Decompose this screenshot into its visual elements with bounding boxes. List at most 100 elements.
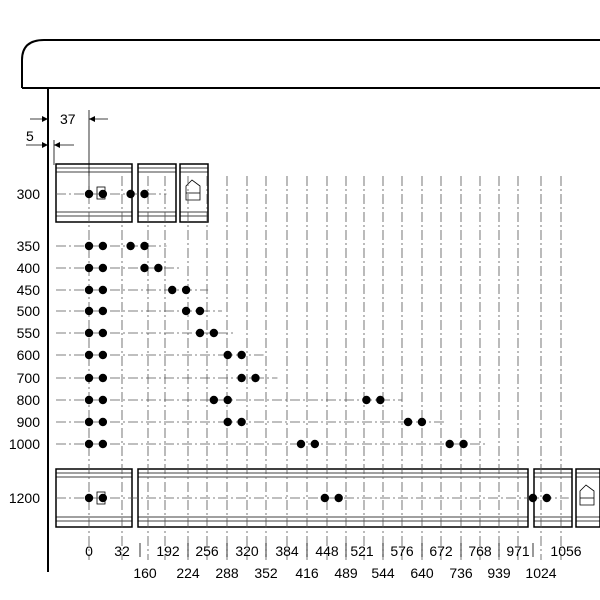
hole-marker [459, 439, 468, 449]
row-label: 400 [17, 260, 41, 276]
hole-marker [403, 417, 413, 427]
hole-marker [84, 263, 94, 273]
row-label: 800 [17, 392, 41, 408]
hole-marker [195, 306, 205, 316]
bottom-label: 736 [449, 565, 473, 581]
hole-marker [140, 189, 149, 199]
hole-marker [84, 306, 94, 316]
hole-marker [223, 417, 232, 427]
hole-marker [84, 373, 94, 383]
bottom-label: 288 [215, 565, 239, 581]
centerline-grid [56, 176, 569, 560]
hole-marker [320, 493, 330, 503]
hole-marker [223, 395, 232, 405]
bottom-label: 416 [295, 565, 319, 581]
hole-marker [84, 241, 94, 251]
hole-marker [126, 189, 135, 199]
hole-marker [140, 241, 149, 251]
hole-marker [98, 373, 108, 383]
bottom-label: 768 [468, 543, 492, 559]
row-label: 700 [17, 370, 41, 386]
hole-marker [84, 189, 94, 199]
cabinet-top-profile [21, 39, 600, 88]
row-label: 550 [17, 325, 41, 341]
bottom-label: 160 [133, 565, 157, 581]
row-label: 1000 [9, 436, 40, 452]
hole-marker [84, 439, 94, 449]
hole-marker [209, 328, 219, 338]
dimension-5-label: 5 [26, 128, 34, 144]
bottom-label: 256 [195, 543, 219, 559]
hole-marker [98, 285, 108, 295]
bottom-label: 224 [176, 565, 200, 581]
bottom-label: 1024 [525, 565, 556, 581]
hole-marker [237, 417, 246, 427]
hole-marker [98, 350, 108, 360]
hole-marker [98, 493, 108, 503]
hole-marker [310, 439, 320, 449]
slide-rail-300 [55, 163, 209, 223]
bottom-label: 672 [429, 543, 453, 559]
bottom-label: 0 [85, 543, 93, 559]
hole-marker [98, 263, 108, 273]
row-label: 1200 [9, 490, 40, 506]
row-label: 350 [17, 238, 41, 254]
hole-marker [84, 395, 94, 405]
hole-marker [417, 417, 427, 427]
hole-marker [209, 395, 219, 405]
hole-marker [181, 285, 191, 295]
hole-marker [98, 189, 108, 199]
bottom-label: 576 [390, 543, 414, 559]
hole-marker [376, 395, 385, 405]
hole-marker [362, 395, 371, 405]
hole-marker [445, 439, 454, 449]
hole-marker [251, 373, 260, 383]
hole-marker [528, 493, 538, 503]
hole-marker [84, 285, 94, 295]
hole-marker [195, 328, 205, 338]
bottom-label: 384 [275, 543, 299, 559]
hole-marker [98, 306, 108, 316]
row-label: 900 [17, 414, 41, 430]
hole-marker [140, 263, 149, 273]
hole-marker [334, 493, 343, 503]
bottom-label: 320 [235, 543, 259, 559]
hole-marker [98, 241, 108, 251]
hole-marker [84, 350, 94, 360]
hole-marker [98, 395, 108, 405]
dimension-37: 37 [30, 110, 108, 192]
hole-marker [223, 350, 232, 360]
hole-marker [84, 328, 94, 338]
hole-marker [237, 373, 246, 383]
dimension-37-label: 37 [60, 111, 76, 127]
bottom-label: 544 [371, 565, 395, 581]
hole-marker [84, 493, 94, 503]
row-label: 600 [17, 347, 41, 363]
bottom-label: 1056 [550, 543, 581, 559]
bottom-label: 192 [156, 543, 180, 559]
hole-markers [84, 189, 551, 503]
dimension-5: 5 [26, 128, 74, 165]
hole-marker [126, 241, 135, 251]
hole-marker [98, 417, 108, 427]
hole-marker [84, 417, 94, 427]
hole-marker [98, 328, 108, 338]
bottom-label: 32 [114, 543, 130, 559]
bottom-label: 448 [315, 543, 339, 559]
bottom-label: 640 [410, 565, 434, 581]
hole-marker [181, 306, 191, 316]
bottom-label: 352 [254, 565, 278, 581]
hole-marker [296, 439, 306, 449]
bottom-label: 489 [334, 565, 358, 581]
hole-marker [542, 493, 551, 503]
row-labels: 300 350 400 450 500 550 600 700 800 900 1000 1200 [9, 186, 40, 506]
hole-marker [168, 285, 177, 295]
bottom-label: 971 [506, 543, 530, 559]
bottom-labels: 0 32 192 256 320 384 448 521 576 672 768 971 1056 160… [85, 543, 582, 581]
hole-marker [98, 439, 108, 449]
row-label: 450 [17, 282, 41, 298]
bottom-label: 521 [350, 543, 374, 559]
hole-marker [154, 263, 163, 273]
